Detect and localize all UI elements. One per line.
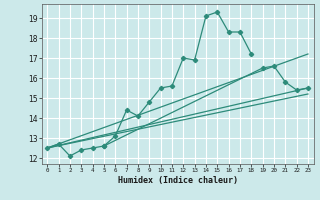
X-axis label: Humidex (Indice chaleur): Humidex (Indice chaleur) <box>118 176 237 185</box>
